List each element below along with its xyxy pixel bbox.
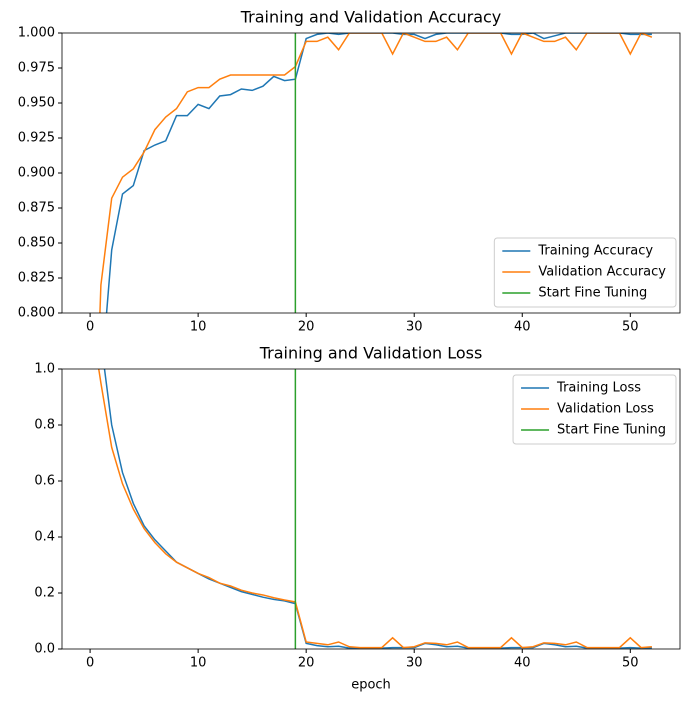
x-tick-label: 30 <box>406 656 423 671</box>
y-tick-label: 0.2 <box>34 586 55 601</box>
x-tick-label: 20 <box>298 320 315 335</box>
line-series <box>103 369 652 649</box>
legend-label: Start Fine Tuning <box>538 286 647 301</box>
y-tick-label: 0.850 <box>18 236 55 251</box>
y-tick-label: 0.6 <box>34 474 55 489</box>
legend: Training Loss Validation Loss Start Fine T… <box>512 374 677 445</box>
y-tick-label: 0.4 <box>34 530 55 545</box>
x-tick-label: 30 <box>406 320 423 335</box>
x-tick-label: 0 <box>86 656 94 671</box>
legend-label: Training Loss <box>556 381 641 396</box>
x-tick-label: 0 <box>86 320 94 335</box>
y-tick-label: 1.000 <box>18 26 55 41</box>
legend-label: Validation Loss <box>557 402 654 417</box>
axes-frame <box>61 32 681 314</box>
y-tick-label: 1.0 <box>34 362 55 377</box>
axes-frame <box>61 368 681 650</box>
y-tick-label: 0.925 <box>18 131 55 146</box>
legend: Training Accuracy Validation Accuracy Star… <box>493 237 677 308</box>
plot-area <box>99 33 653 313</box>
y-tick-label: 0.825 <box>18 271 55 286</box>
legend-label: Start Fine Tuning <box>557 423 666 438</box>
line-series <box>97 369 652 649</box>
y-tick-label: 0.975 <box>18 61 55 76</box>
line-series <box>105 33 652 313</box>
x-tick-label: 20 <box>298 656 315 671</box>
x-tick-label: 10 <box>190 656 207 671</box>
x-axis-label: epoch <box>351 678 391 693</box>
chart-title: Training and Validation Accuracy <box>240 8 502 27</box>
legend-label: Validation Accuracy <box>538 265 666 280</box>
plot-area <box>97 369 652 649</box>
x-tick-label: 50 <box>622 656 639 671</box>
x-tick-label: 40 <box>514 656 531 671</box>
y-tick-label: 0.875 <box>18 201 55 216</box>
y-tick-label: 0.8 <box>34 418 55 433</box>
y-tick-label: 0.800 <box>18 306 55 321</box>
x-tick-label: 10 <box>190 320 207 335</box>
line-series <box>99 33 653 313</box>
legend-box <box>512 374 677 445</box>
y-tick-label: 0.950 <box>18 96 55 111</box>
chart-title: Training and Validation Loss <box>259 344 483 363</box>
y-tick-label: 0.0 <box>34 642 55 657</box>
legend-label: Training Accuracy <box>537 244 653 259</box>
x-tick-label: 50 <box>622 320 639 335</box>
y-tick-label: 0.900 <box>18 166 55 181</box>
legend-box <box>493 237 677 308</box>
x-tick-label: 40 <box>514 320 531 335</box>
